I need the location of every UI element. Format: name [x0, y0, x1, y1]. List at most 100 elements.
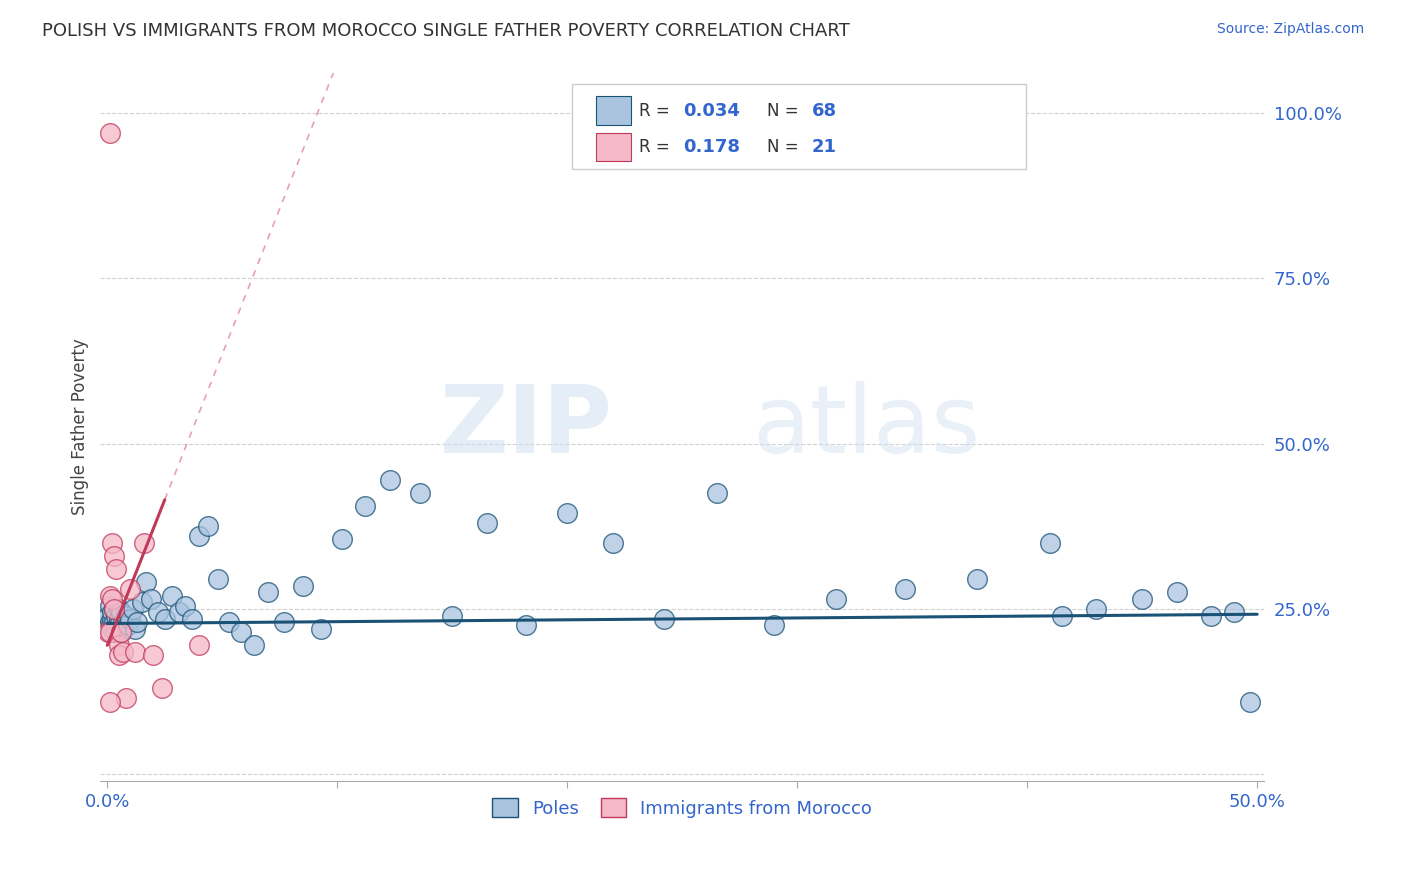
- Point: [966, 572, 988, 586]
- Point: [135, 575, 157, 590]
- Point: [207, 572, 229, 586]
- Point: [218, 615, 240, 630]
- Text: atlas: atlas: [752, 381, 980, 473]
- Point: [103, 549, 125, 563]
- Legend: Poles, Immigrants from Morocco: Poles, Immigrants from Morocco: [485, 791, 879, 825]
- Point: [101, 612, 124, 626]
- Point: [1085, 602, 1108, 616]
- FancyBboxPatch shape: [572, 84, 1025, 169]
- Point: [1239, 695, 1261, 709]
- Point: [98, 599, 121, 613]
- Point: [98, 615, 121, 630]
- Point: [107, 602, 129, 616]
- Point: [652, 612, 675, 626]
- Point: [181, 612, 204, 626]
- Point: [114, 608, 136, 623]
- Text: R =: R =: [640, 138, 675, 156]
- Point: [602, 536, 624, 550]
- Point: [229, 625, 252, 640]
- Point: [105, 622, 128, 636]
- Text: 0.034: 0.034: [683, 102, 740, 120]
- Point: [103, 625, 125, 640]
- Point: [101, 605, 124, 619]
- Point: [107, 648, 129, 663]
- Point: [107, 638, 129, 652]
- Text: N =: N =: [768, 102, 804, 120]
- Point: [555, 506, 578, 520]
- Point: [1199, 608, 1222, 623]
- Point: [103, 602, 125, 616]
- Point: [117, 618, 139, 632]
- Point: [197, 519, 219, 533]
- Point: [378, 473, 401, 487]
- Point: [107, 618, 129, 632]
- Point: [101, 536, 124, 550]
- FancyBboxPatch shape: [596, 133, 631, 161]
- Point: [124, 622, 146, 636]
- Point: [160, 589, 183, 603]
- Point: [110, 625, 132, 640]
- Point: [103, 602, 125, 616]
- Point: [98, 695, 121, 709]
- Point: [257, 585, 280, 599]
- Point: [105, 625, 128, 640]
- Point: [124, 645, 146, 659]
- Point: [146, 605, 169, 619]
- Point: [112, 622, 135, 636]
- Point: [110, 605, 132, 619]
- Point: [188, 638, 211, 652]
- Point: [353, 500, 375, 514]
- Y-axis label: Single Father Poverty: Single Father Poverty: [72, 339, 89, 516]
- Point: [105, 562, 128, 576]
- Text: 21: 21: [811, 138, 837, 156]
- Point: [139, 592, 162, 607]
- Point: [409, 486, 432, 500]
- Point: [112, 645, 135, 659]
- Point: [894, 582, 917, 596]
- Point: [120, 612, 142, 626]
- Point: [101, 592, 124, 607]
- Point: [127, 615, 149, 630]
- Point: [100, 618, 122, 632]
- Text: R =: R =: [640, 102, 675, 120]
- Text: POLISH VS IMMIGRANTS FROM MOROCCO SINGLE FATHER POVERTY CORRELATION CHART: POLISH VS IMMIGRANTS FROM MOROCCO SINGLE…: [42, 22, 851, 40]
- Text: N =: N =: [768, 138, 804, 156]
- Point: [153, 612, 176, 626]
- Point: [97, 608, 120, 623]
- Point: [1166, 585, 1188, 599]
- Point: [98, 589, 121, 603]
- Point: [475, 516, 498, 530]
- Point: [825, 592, 848, 607]
- Point: [98, 126, 121, 140]
- Point: [107, 612, 129, 626]
- Point: [97, 625, 120, 640]
- Point: [142, 648, 165, 663]
- Point: [121, 602, 143, 616]
- Point: [167, 605, 190, 619]
- Point: [763, 618, 786, 632]
- Text: Source: ZipAtlas.com: Source: ZipAtlas.com: [1216, 22, 1364, 37]
- Point: [188, 529, 211, 543]
- Point: [98, 625, 121, 640]
- Point: [441, 608, 464, 623]
- Point: [309, 622, 332, 636]
- Point: [273, 615, 295, 630]
- Point: [112, 615, 135, 630]
- Point: [101, 622, 124, 636]
- Point: [114, 691, 136, 706]
- Text: 68: 68: [811, 102, 837, 120]
- Point: [1039, 536, 1062, 550]
- Point: [330, 533, 353, 547]
- Text: 0.178: 0.178: [683, 138, 741, 156]
- Point: [132, 536, 155, 550]
- FancyBboxPatch shape: [596, 96, 631, 125]
- Point: [103, 615, 125, 630]
- Point: [152, 681, 174, 696]
- Point: [1050, 608, 1073, 623]
- Point: [515, 618, 537, 632]
- Text: ZIP: ZIP: [440, 381, 613, 473]
- Point: [105, 608, 128, 623]
- Point: [131, 595, 153, 609]
- Point: [243, 638, 266, 652]
- Point: [110, 625, 132, 640]
